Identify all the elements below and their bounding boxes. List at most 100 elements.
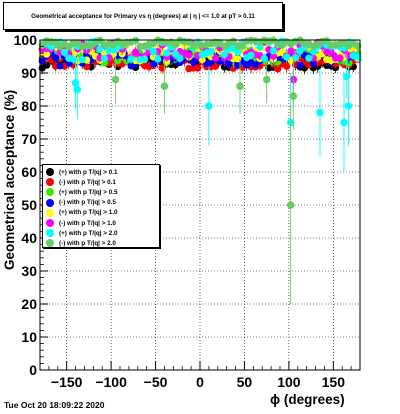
x-tick-label: −100 xyxy=(95,374,127,390)
data-point xyxy=(185,51,193,59)
grid-layer xyxy=(40,40,360,370)
data-point xyxy=(256,43,264,51)
data-point xyxy=(269,52,277,60)
legend-label: (+) with p T/|q| > 1.0 xyxy=(59,209,118,217)
data-point xyxy=(286,201,295,209)
data-point xyxy=(211,54,220,62)
data-layer xyxy=(38,36,362,304)
y-tick-label: 0 xyxy=(29,362,37,378)
legend-marker xyxy=(46,178,54,187)
data-point xyxy=(269,47,277,55)
y-tick-label: 70 xyxy=(21,131,37,147)
x-tick-label: −50 xyxy=(144,374,168,390)
legend-marker xyxy=(46,198,54,207)
y-axis-label: Geometrical acceptance (%) xyxy=(2,89,17,270)
data-point xyxy=(51,54,60,62)
data-point xyxy=(71,79,80,87)
legend-label: (-) with p T/|q| > 1.0 xyxy=(59,219,116,227)
data-point xyxy=(247,51,255,59)
y-tick-label: 30 xyxy=(21,263,37,279)
legend-marker xyxy=(46,168,54,177)
data-point xyxy=(131,48,140,56)
data-point xyxy=(78,56,86,64)
y-tick-label: 80 xyxy=(21,98,37,114)
data-point xyxy=(323,37,331,45)
data-point xyxy=(309,47,317,55)
data-point xyxy=(207,47,215,56)
y-tick-label: 100 xyxy=(14,32,38,48)
data-point xyxy=(289,92,298,100)
data-point xyxy=(309,59,317,67)
chart-title: Geometrical acceptance for Primary vs η … xyxy=(31,12,255,20)
legend-label: (+) with p T/|q| > 0.5 xyxy=(59,188,118,196)
legend-entry: (-) with p T/|q| > 0.5 xyxy=(46,198,156,208)
y-tick-label: 40 xyxy=(21,230,37,246)
data-point xyxy=(327,48,335,56)
data-point xyxy=(296,61,304,69)
y-tick-label: 60 xyxy=(21,164,37,180)
chart-title-box: Geometrical acceptance for Primary vs η … xyxy=(3,2,283,30)
data-point xyxy=(127,55,135,63)
data-point xyxy=(344,102,353,110)
data-point xyxy=(342,72,351,81)
legend-label: (+) with p T/|q| > 2.0 xyxy=(59,229,118,237)
y-tick-label: 10 xyxy=(21,329,37,345)
legend-label: (-) with p T/|q| > 2.0 xyxy=(59,239,116,247)
data-point xyxy=(336,54,344,62)
legend-label: (+) with p T/|q| > 0.1 xyxy=(59,168,118,176)
data-point xyxy=(131,37,140,45)
data-point xyxy=(236,82,244,90)
y-tick-label: 90 xyxy=(21,65,37,81)
x-tick-label: 150 xyxy=(322,374,346,390)
legend-entry: (-) with p T/|q| > 2.0 xyxy=(46,238,156,248)
y-tick-label: 20 xyxy=(21,296,37,312)
data-point xyxy=(140,55,149,63)
data-point xyxy=(238,42,246,50)
legend-entry: (+) with p T/|q| > 1.0 xyxy=(46,208,156,218)
legend-entry: (+) with p T/|q| > 0.5 xyxy=(46,187,156,197)
data-point xyxy=(305,54,313,62)
data-point xyxy=(205,102,213,110)
x-tick-label: 0 xyxy=(196,374,204,390)
x-axis-label: ϕ (degrees) xyxy=(270,392,345,407)
data-point xyxy=(60,48,69,56)
x-tick-label: 50 xyxy=(237,374,253,390)
legend-label: (-) with p T/|q| > 0.1 xyxy=(59,178,116,186)
legend-entry: (-) with p T/|q| > 1.0 xyxy=(46,218,156,228)
legend-entry: (-) with p T/|q| > 0.1 xyxy=(46,177,156,187)
legend-marker xyxy=(46,208,54,217)
data-point xyxy=(194,64,202,72)
data-point xyxy=(234,48,242,56)
y-tick-label: 50 xyxy=(21,197,37,213)
legend-entry: (+) with p T/|q| > 2.0 xyxy=(46,228,156,238)
data-point xyxy=(100,54,109,63)
legend-entry: (+) with p T/|q| > 0.1 xyxy=(46,167,156,177)
data-point xyxy=(160,82,169,90)
legend-marker xyxy=(46,239,54,248)
data-point xyxy=(283,62,291,70)
data-point xyxy=(316,108,324,117)
axis-layer: 0 10 20 30 40 50 60 70 80 90 100 −150 −100 −50 0 50 100 1… xyxy=(14,32,352,390)
data-point xyxy=(111,75,120,84)
data-point xyxy=(149,48,157,56)
data-point xyxy=(163,49,171,57)
x-tick-label: −150 xyxy=(51,374,83,390)
timestamp: Tue Oct 20 18:09:22 2020 xyxy=(4,400,105,410)
data-point xyxy=(274,65,282,73)
legend-marker xyxy=(46,229,54,238)
data-point xyxy=(220,50,229,59)
x-tick-label: 100 xyxy=(277,374,301,390)
legend-marker xyxy=(46,219,54,228)
legend-label: (-) with p T/|q| > 0.5 xyxy=(59,199,116,207)
data-point xyxy=(340,118,348,127)
data-point xyxy=(154,55,162,63)
data-point xyxy=(176,54,184,62)
data-point xyxy=(43,50,51,58)
legend: (+) with p T/|q| > 0.1 (-) with p T/|q| … xyxy=(42,164,160,248)
data-point xyxy=(73,85,82,94)
data-point xyxy=(291,53,300,62)
data-point xyxy=(287,47,295,55)
data-point xyxy=(262,75,271,84)
data-point xyxy=(283,53,291,61)
